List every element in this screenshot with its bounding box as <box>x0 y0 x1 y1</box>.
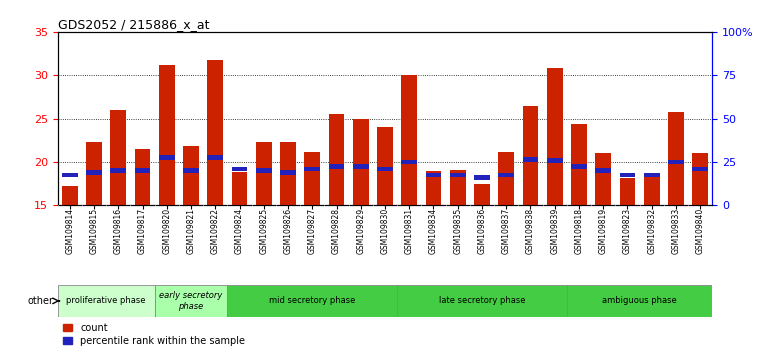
Bar <box>304 152 320 205</box>
Bar <box>110 110 126 205</box>
Text: GSM109826: GSM109826 <box>283 208 293 254</box>
Bar <box>523 105 538 205</box>
Bar <box>232 166 247 171</box>
Bar <box>353 164 369 169</box>
Bar <box>474 184 490 205</box>
FancyBboxPatch shape <box>155 285 227 317</box>
Text: GSM109827: GSM109827 <box>308 208 316 254</box>
Text: GSM109829: GSM109829 <box>357 208 365 254</box>
Text: GSM109815: GSM109815 <box>89 208 99 254</box>
Text: ambiguous phase: ambiguous phase <box>602 296 677 306</box>
FancyBboxPatch shape <box>58 285 155 317</box>
Bar <box>159 155 175 160</box>
Bar <box>692 166 708 171</box>
Text: GSM109821: GSM109821 <box>186 208 196 254</box>
Bar <box>62 186 78 205</box>
Bar <box>329 164 344 169</box>
Legend: count, percentile rank within the sample: count, percentile rank within the sample <box>62 323 245 346</box>
Bar <box>353 119 369 205</box>
Bar <box>183 168 199 173</box>
Text: other: other <box>28 296 54 306</box>
Bar <box>668 160 684 164</box>
Bar <box>135 149 150 205</box>
Text: GSM109823: GSM109823 <box>623 208 632 254</box>
Bar <box>232 172 247 205</box>
Bar <box>135 168 150 173</box>
Bar <box>401 75 417 205</box>
Bar <box>595 168 611 173</box>
Bar <box>426 173 441 177</box>
Bar <box>377 127 393 205</box>
Text: GSM109819: GSM109819 <box>598 208 608 254</box>
Bar <box>547 158 563 162</box>
Bar <box>62 173 78 177</box>
Text: GSM109838: GSM109838 <box>526 208 535 254</box>
Bar <box>595 153 611 205</box>
Text: mid secretory phase: mid secretory phase <box>269 296 356 306</box>
Text: GSM109816: GSM109816 <box>114 208 123 254</box>
Bar <box>426 171 441 205</box>
Text: GSM109818: GSM109818 <box>574 208 584 254</box>
Bar <box>256 142 272 205</box>
Text: GSM109840: GSM109840 <box>695 208 705 254</box>
Bar <box>668 112 684 205</box>
Bar <box>207 61 223 205</box>
Bar <box>401 160 417 164</box>
Text: early secretory
phase: early secretory phase <box>159 291 223 310</box>
Bar <box>571 164 587 169</box>
Bar <box>183 146 199 205</box>
Text: late secretory phase: late secretory phase <box>439 296 525 306</box>
Text: GSM109828: GSM109828 <box>332 208 341 254</box>
Bar <box>692 153 708 205</box>
Bar <box>377 166 393 171</box>
Text: GSM109814: GSM109814 <box>65 208 75 254</box>
Bar <box>620 173 635 177</box>
Text: GSM109831: GSM109831 <box>405 208 413 254</box>
Text: GSM109836: GSM109836 <box>477 208 487 254</box>
Text: GSM109830: GSM109830 <box>380 208 390 254</box>
Bar <box>329 114 344 205</box>
Text: GSM109835: GSM109835 <box>454 208 462 254</box>
Bar <box>86 170 102 175</box>
FancyBboxPatch shape <box>567 285 712 317</box>
Bar <box>547 68 563 205</box>
Bar <box>450 170 466 205</box>
Text: GSM109824: GSM109824 <box>235 208 244 254</box>
Bar <box>450 173 466 177</box>
Text: GSM109822: GSM109822 <box>211 208 219 254</box>
Bar <box>280 142 296 205</box>
Text: GSM109832: GSM109832 <box>647 208 656 254</box>
Bar <box>256 168 272 173</box>
Bar <box>644 173 660 177</box>
Text: GSM109834: GSM109834 <box>429 208 438 254</box>
Text: GSM109837: GSM109837 <box>502 208 511 254</box>
FancyBboxPatch shape <box>397 285 567 317</box>
Bar <box>474 175 490 180</box>
FancyBboxPatch shape <box>227 285 397 317</box>
Bar <box>644 175 660 205</box>
Text: GSM109825: GSM109825 <box>259 208 268 254</box>
Text: proliferative phase: proliferative phase <box>66 296 146 306</box>
Text: GSM109820: GSM109820 <box>162 208 172 254</box>
Text: GSM109839: GSM109839 <box>551 208 559 254</box>
Bar <box>620 178 635 205</box>
Bar <box>523 157 538 162</box>
Bar <box>207 155 223 160</box>
Bar <box>159 65 175 205</box>
Text: GSM109817: GSM109817 <box>138 208 147 254</box>
Bar <box>571 124 587 205</box>
Bar <box>498 173 514 177</box>
Text: GSM109833: GSM109833 <box>671 208 681 254</box>
Bar <box>86 142 102 205</box>
Bar <box>280 170 296 175</box>
Bar <box>498 153 514 205</box>
Text: GDS2052 / 215886_x_at: GDS2052 / 215886_x_at <box>58 18 209 31</box>
Bar <box>304 166 320 171</box>
Bar <box>110 168 126 173</box>
